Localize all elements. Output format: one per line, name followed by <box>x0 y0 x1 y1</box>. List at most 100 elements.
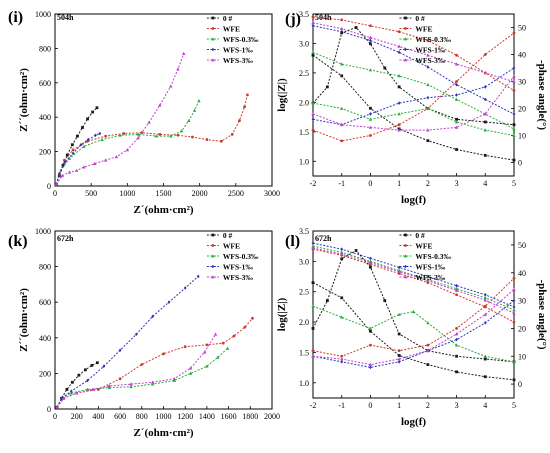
series-wfs-1permil-phase-point <box>483 85 487 89</box>
series-wfe-point <box>246 93 249 97</box>
legend-item-0: 0 # <box>415 231 425 240</box>
legend-item-wfs-0-3permil: WFS-0.3‰ <box>223 35 259 44</box>
series-wfs-3permil-point <box>213 332 218 336</box>
series-wfs-1permil-point <box>196 274 200 279</box>
series-0-modulus-point <box>340 74 344 78</box>
series-0-modulus-point <box>311 281 315 285</box>
series-wfs-3permil-point <box>67 170 72 174</box>
series-wfs-1permil-phase-point <box>426 95 430 100</box>
series-wfe-line <box>55 94 248 185</box>
series-wfs-1permil-point <box>98 131 102 136</box>
legend-marker <box>403 275 408 279</box>
x-tick-label: 200 <box>71 412 83 421</box>
series-wfs-0-3permil-point <box>85 387 90 391</box>
series-0-point <box>70 380 74 384</box>
legend-item-wfe: WFE <box>223 242 240 251</box>
series-wfs-1permil-phase-point <box>311 117 315 122</box>
series-wfs-3permil-phase-point <box>512 287 516 291</box>
series-wfs-1permil-line <box>55 133 100 185</box>
series-0-modulus-point <box>512 378 516 382</box>
series-wfs-1permil-point <box>167 300 171 304</box>
series-wfs-3permil-phase-point <box>368 125 373 129</box>
series-0-phase-point <box>340 31 344 35</box>
series-wfe-point <box>118 377 122 381</box>
x-tick-label: 4 <box>483 401 487 410</box>
series-0-phase-point <box>369 42 372 46</box>
legend-item-wfe: WFE <box>223 25 240 34</box>
y-tick-label: 1.5 <box>299 348 309 357</box>
series-wfs-3permil-modulus-point <box>311 246 315 250</box>
series-wfs-3permil-modulus-point <box>368 35 373 39</box>
y-tick-label: 600 <box>39 79 51 88</box>
series-0-point <box>65 388 69 391</box>
series-wfe-point <box>238 119 241 123</box>
series-wfs-1permil-phase-point <box>512 66 516 70</box>
series-wfs-0-3permil-modulus-point <box>512 127 516 131</box>
series-0-modulus-point <box>483 375 487 379</box>
x-tick-label: 2500 <box>228 189 244 198</box>
series-wfs-0-3permil-modulus-point <box>311 50 315 54</box>
series-wfs-3permil-phase-point <box>483 112 487 116</box>
series-wfe-point <box>251 316 254 320</box>
series-wfs-1permil-phase-line <box>312 300 515 368</box>
series-wfe-modulus-point <box>455 293 458 297</box>
x-axis-label: log(f) <box>401 194 426 206</box>
series-0-point <box>77 373 81 377</box>
series-0-modulus-point <box>369 329 372 333</box>
series-wfs-0-3permil-point <box>192 108 197 112</box>
series-wfe-point <box>205 343 209 347</box>
y2-tick-label: 20 <box>518 105 526 114</box>
legend-item-wfs-1permil: WFS-1‰ <box>415 46 446 55</box>
y2-tick-label: 40 <box>518 269 526 278</box>
series-wfe-point <box>191 135 194 139</box>
y-tick-label: 3.5 <box>299 10 309 19</box>
series-0-phase-point <box>383 299 387 302</box>
series-wfe-point <box>205 138 209 141</box>
series-wfs-3permil-point <box>169 84 173 88</box>
series-wfs-3permil-modulus-point <box>512 311 516 315</box>
series-wfs-1permil-phase-point <box>455 93 458 97</box>
series-wfe-phase-point <box>512 31 516 35</box>
legend-marker <box>403 37 408 41</box>
series-wfs-3permil-point <box>147 120 151 124</box>
legend-item-wfe: WFE <box>415 25 432 34</box>
series-wfs-3permil-point <box>91 387 95 391</box>
series-wfs-3permil-point <box>114 154 119 159</box>
series-wfs-3permil-modulus-point <box>483 71 487 75</box>
series-wfs-0-3permil-phase-point <box>483 128 487 132</box>
series-wfs-1permil-point <box>69 389 73 393</box>
series-wfs-3permil-point <box>176 67 180 71</box>
series-0-phase-line <box>312 26 515 126</box>
series-wfe-point <box>232 334 236 338</box>
legend-marker <box>404 47 407 52</box>
series-wfs-0-3permil-point <box>225 346 230 350</box>
y2-tick-label: 0 <box>518 380 522 389</box>
series-wfe-phase-point <box>483 53 487 56</box>
series-wfs-0-3permil-phase-point <box>311 101 315 105</box>
series-wfs-3permil-modulus-point <box>426 278 430 283</box>
series-0-point <box>61 163 65 167</box>
series-wfs-3permil-phase-point <box>426 128 430 132</box>
x-tick-label: 2 <box>426 401 430 410</box>
series-wfs-0-3permil-phase-point <box>311 304 315 308</box>
series-0-phase-point <box>325 299 329 302</box>
series-0-modulus-point <box>369 106 372 110</box>
series-wfs-3permil-modulus-point <box>311 21 315 25</box>
series-wfs-3permil-modulus-line <box>312 22 515 83</box>
series-0-phase-point <box>325 85 329 89</box>
series-wfs-3permil-point <box>150 380 155 384</box>
series-wfs-1permil-point <box>118 348 122 353</box>
y2-tick-label: 30 <box>518 297 526 306</box>
series-wfe-modulus-point <box>455 53 458 57</box>
series-wfs-1permil-point <box>71 151 75 156</box>
series-0-phase-point <box>483 120 487 124</box>
series-wfe-point <box>122 132 126 135</box>
series-wfs-3permil-point <box>125 148 130 152</box>
series-wfs-0-3permil-point <box>118 133 122 137</box>
series-wfs-3permil-phase-point <box>340 122 344 127</box>
series-wfs-1permil-modulus-point <box>512 112 516 116</box>
series-wfs-0-3permil-phase-line <box>312 102 515 136</box>
